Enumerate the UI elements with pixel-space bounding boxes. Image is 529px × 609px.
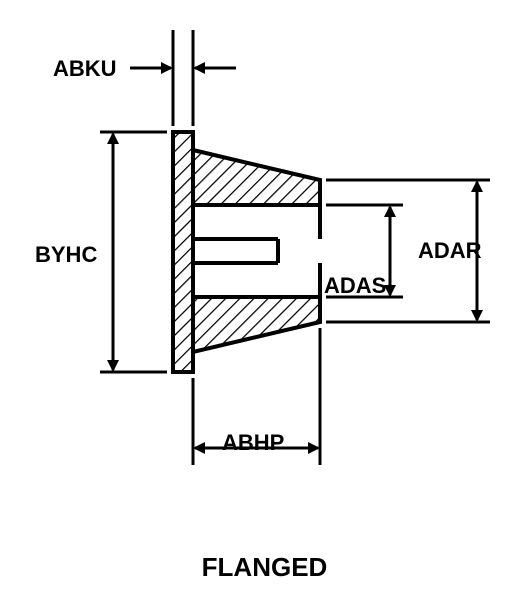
- title: FLANGED: [0, 552, 529, 583]
- label-adar: ADAR: [418, 238, 482, 264]
- label-abhp-visible: ABHP: [222, 430, 284, 456]
- flange-rect: [173, 132, 193, 372]
- diagram-svg: [0, 0, 529, 609]
- label-byhc: BYHC: [35, 242, 97, 268]
- label-adas: ADAS: [324, 273, 386, 299]
- label-abku: ABKU: [53, 56, 117, 82]
- flanged-diagram: ABKU BYHC ABHP ADAS ADAR FLANGED: [0, 0, 529, 609]
- body-upper-wall: [193, 150, 320, 205]
- body-lower-wall: [193, 297, 320, 352]
